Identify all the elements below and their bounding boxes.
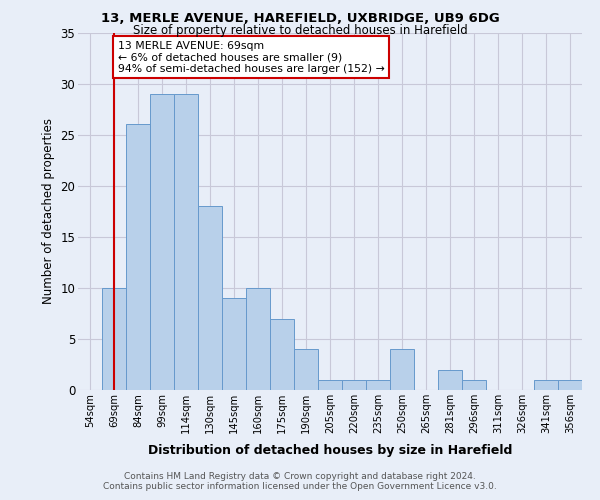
- Bar: [294, 349, 318, 390]
- Bar: [198, 206, 222, 390]
- Bar: [438, 370, 462, 390]
- Y-axis label: Number of detached properties: Number of detached properties: [42, 118, 55, 304]
- Bar: [174, 94, 198, 390]
- Text: 13, MERLE AVENUE, HAREFIELD, UXBRIDGE, UB9 6DG: 13, MERLE AVENUE, HAREFIELD, UXBRIDGE, U…: [101, 12, 499, 26]
- Bar: [126, 124, 150, 390]
- Bar: [246, 288, 270, 390]
- X-axis label: Distribution of detached houses by size in Harefield: Distribution of detached houses by size …: [148, 444, 512, 458]
- Bar: [150, 94, 174, 390]
- Bar: [390, 349, 414, 390]
- Bar: [270, 318, 294, 390]
- Text: 13 MERLE AVENUE: 69sqm
← 6% of detached houses are smaller (9)
94% of semi-detac: 13 MERLE AVENUE: 69sqm ← 6% of detached …: [118, 40, 385, 74]
- Bar: [366, 380, 390, 390]
- Bar: [462, 380, 486, 390]
- Bar: [534, 380, 558, 390]
- Text: Size of property relative to detached houses in Harefield: Size of property relative to detached ho…: [133, 24, 467, 37]
- Bar: [102, 288, 126, 390]
- Bar: [342, 380, 366, 390]
- Text: Contains public sector information licensed under the Open Government Licence v3: Contains public sector information licen…: [103, 482, 497, 491]
- Bar: [318, 380, 342, 390]
- Bar: [222, 298, 246, 390]
- Bar: [558, 380, 582, 390]
- Text: Contains HM Land Registry data © Crown copyright and database right 2024.: Contains HM Land Registry data © Crown c…: [124, 472, 476, 481]
